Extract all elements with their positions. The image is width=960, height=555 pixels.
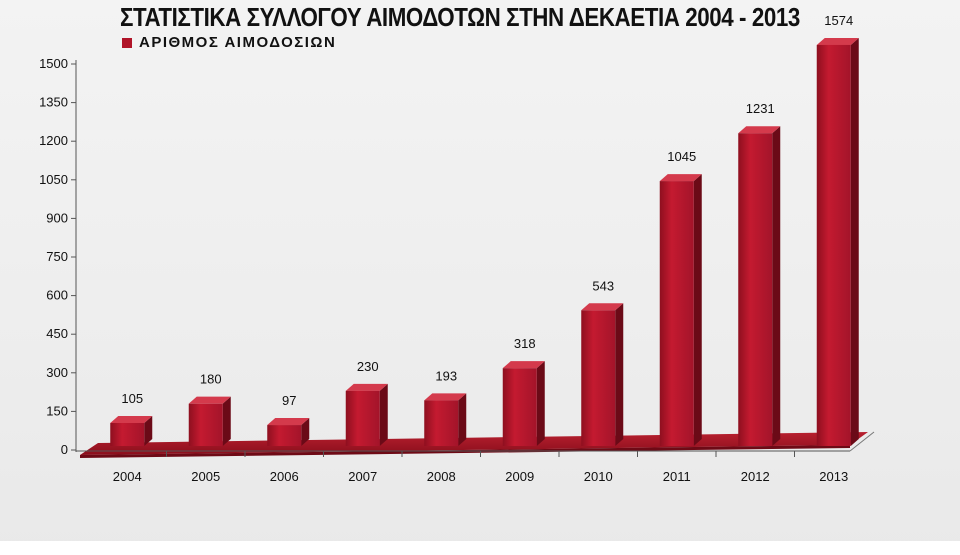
x-tick-label: 2006	[270, 469, 299, 484]
bar-front	[188, 403, 223, 446]
bar-top	[816, 37, 859, 45]
x-tick-label: 2012	[741, 469, 770, 484]
y-tick-label: 450	[46, 326, 68, 341]
y-tick-label: 900	[46, 210, 68, 225]
chart-legend: ΑΡΙΘΜΟΣ ΑΙΜΟΔΟΣΙΩΝ	[122, 34, 336, 51]
bar-side	[693, 174, 702, 446]
bar-front	[502, 368, 537, 446]
floor-back-edge	[849, 431, 875, 452]
bar-top	[581, 303, 624, 311]
bar-side	[772, 126, 781, 447]
bar-side	[379, 383, 388, 446]
x-tick-label: 2009	[505, 469, 534, 484]
bar-side	[301, 418, 310, 446]
bar-side	[850, 37, 859, 446]
bar-top	[659, 174, 702, 182]
bar	[267, 418, 310, 446]
bar-top	[188, 396, 231, 404]
data-label: 318	[514, 336, 536, 351]
x-axis: 2004 2005 2006 2007 2008 2009 2010 2011 2012 2013	[113, 451, 848, 484]
data-label: 1231	[746, 101, 775, 116]
data-label: 1574	[824, 13, 853, 28]
data-label: 1045	[667, 149, 696, 164]
bar-top	[267, 418, 310, 426]
x-tick-label: 2010	[584, 469, 613, 484]
bar	[188, 396, 231, 446]
bar-front	[267, 425, 302, 446]
bar-side	[615, 303, 624, 446]
x-tick-label: 2004	[113, 469, 142, 484]
bar	[816, 37, 859, 446]
y-tick-label: 1350	[39, 95, 68, 110]
data-label: 180	[200, 372, 222, 387]
y-tick-label: 1500	[39, 56, 68, 71]
bar	[424, 393, 467, 446]
bottom-strip	[0, 541, 960, 555]
data-label: 543	[592, 278, 614, 293]
bar-front	[816, 44, 851, 446]
chart-title: ΣΤΑΤΙΣΤΙΚΑ ΣΥΛΛΟΓΟΥ ΑΙΜΟΔΟΤΩΝ ΣΤΗΝ ΔΕΚΑΕ…	[120, 2, 800, 32]
bar-front	[738, 133, 773, 447]
bar	[581, 303, 624, 446]
bar-top	[345, 383, 388, 391]
x-tick-label: 2011	[663, 469, 691, 484]
y-axis: 0 150 300 450 600 750 900 1050 1200 1350 1500	[39, 56, 77, 457]
bar-front	[345, 390, 380, 446]
bar-top	[738, 126, 781, 134]
legend-swatch	[122, 37, 132, 48]
x-tick-label: 2005	[191, 469, 220, 484]
bar-top	[110, 415, 153, 423]
x-tick-label: 2013	[819, 469, 848, 484]
bar-front	[424, 400, 459, 446]
x-tick-label: 2007	[348, 469, 377, 484]
y-tick-label: 600	[46, 288, 68, 303]
y-tick-label: 150	[46, 403, 68, 418]
y-tick-label: 1200	[39, 133, 68, 148]
bar-front	[659, 181, 694, 446]
bar	[659, 174, 702, 446]
data-label: 97	[282, 393, 296, 408]
y-tick-label: 750	[46, 249, 68, 264]
bar-side	[536, 361, 545, 446]
data-label: 105	[121, 391, 143, 406]
bar-top	[502, 361, 545, 369]
y-tick-label: 300	[46, 365, 68, 380]
data-labels: 105 180 97 230 193 318 543 1045 1231 1574	[121, 13, 853, 408]
bar-front	[581, 310, 616, 446]
y-tick-label: 0	[61, 442, 68, 457]
bars	[110, 37, 859, 447]
bar	[738, 126, 781, 447]
bar	[110, 415, 153, 446]
bar-side	[222, 396, 231, 446]
bar-front	[110, 422, 145, 446]
bar-top	[424, 393, 467, 401]
data-label: 193	[435, 368, 457, 383]
bar	[502, 361, 545, 446]
bar	[345, 383, 388, 446]
x-tick-label: 2008	[427, 469, 456, 484]
y-tick-label: 1050	[39, 172, 68, 187]
legend-label: ΑΡΙΘΜΟΣ ΑΙΜΟΔΟΣΙΩΝ	[139, 34, 337, 51]
bar-side	[458, 393, 467, 446]
bar-side	[144, 415, 153, 446]
data-label: 230	[357, 359, 379, 374]
